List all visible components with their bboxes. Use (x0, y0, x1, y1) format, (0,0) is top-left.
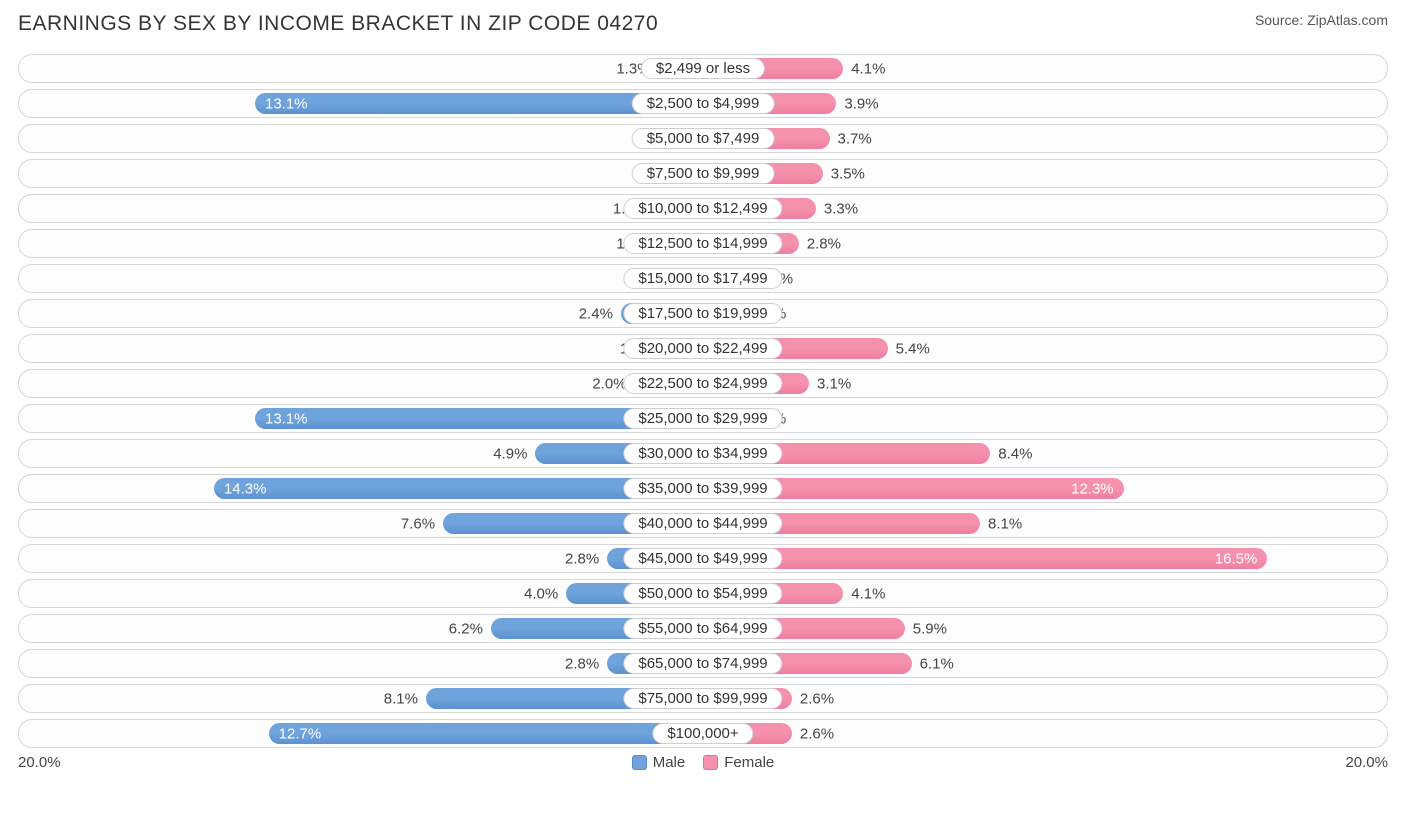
male-swatch-icon (632, 755, 647, 770)
female-pct-label: 16.5% (1215, 550, 1258, 567)
category-label: $5,000 to $7,499 (632, 128, 775, 149)
female-pct-label: 8.1% (988, 515, 1022, 532)
category-label: $75,000 to $99,999 (623, 688, 782, 709)
legend: Male Female (632, 754, 775, 771)
male-pct-label: 6.2% (449, 620, 483, 637)
male-pct-label: 12.7% (279, 725, 322, 742)
category-label: $35,000 to $39,999 (623, 478, 782, 499)
female-pct-label: 2.6% (800, 690, 834, 707)
female-pct-label: 3.7% (838, 130, 872, 147)
chart-row: 2.8% 16.5% $45,000 to $49,999 (18, 544, 1388, 573)
female-swatch-icon (703, 755, 718, 770)
male-pct-label: 2.8% (565, 655, 599, 672)
legend-item-male: Male (632, 754, 686, 771)
female-pct-label: 2.6% (800, 725, 834, 742)
chart-row: 1.4%3.3%$10,000 to $12,499 (18, 194, 1388, 223)
category-label: $20,000 to $22,499 (623, 338, 782, 359)
category-label: $2,500 to $4,999 (632, 93, 775, 114)
female-pct-label: 4.1% (851, 60, 885, 77)
category-label: $40,000 to $44,999 (623, 513, 782, 534)
female-pct-label: 3.1% (817, 375, 851, 392)
category-label: $15,000 to $17,499 (623, 268, 782, 289)
chart-row: 4.0% 4.1% $50,000 to $54,999 (18, 579, 1388, 608)
category-label: $22,500 to $24,999 (623, 373, 782, 394)
male-pct-label: 4.9% (493, 445, 527, 462)
chart-row: 13.1%1.2%$25,000 to $29,999 (18, 404, 1388, 433)
male-pct-label: 2.4% (579, 305, 613, 322)
category-label: $50,000 to $54,999 (623, 583, 782, 604)
legend-label-male: Male (653, 754, 686, 771)
chart-row: 12.7% 2.6% $100,000+ (18, 719, 1388, 748)
chart-row: 14.3% 12.3% $35,000 to $39,999 (18, 474, 1388, 503)
chart-row: 2.8% 6.1% $65,000 to $74,999 (18, 649, 1388, 678)
legend-item-female: Female (703, 754, 774, 771)
chart-row: 0.26%3.7%$5,000 to $7,499 (18, 124, 1388, 153)
male-pct-label: 13.1% (265, 410, 308, 427)
chart-row: 4.9% 8.4% $30,000 to $34,999 (18, 439, 1388, 468)
male-pct-label: 2.8% (565, 550, 599, 567)
chart-row: 0.63%1.4%$15,000 to $17,499 (18, 264, 1388, 293)
category-label: $17,500 to $19,999 (623, 303, 782, 324)
category-label: $55,000 to $64,999 (623, 618, 782, 639)
male-pct-label: 2.0% (592, 375, 626, 392)
axis-max-left: 20.0% (18, 754, 61, 771)
female-bar: 16.5% (703, 548, 1267, 569)
chart-row: 2.4%1.2%$17,500 to $19,999 (18, 299, 1388, 328)
female-pct-label: 5.9% (913, 620, 947, 637)
chart-row: 7.6% 8.1% $40,000 to $44,999 (18, 509, 1388, 538)
category-label: $30,000 to $34,999 (623, 443, 782, 464)
chart-row: 1.3%4.1%$2,499 or less (18, 54, 1388, 83)
chart-row: 1.3%2.8%$12,500 to $14,999 (18, 229, 1388, 258)
female-pct-label: 3.3% (824, 200, 858, 217)
male-pct-label: 14.3% (224, 480, 267, 497)
female-pct-label: 6.1% (920, 655, 954, 672)
male-pct-label: 13.1% (265, 95, 308, 112)
female-pct-label: 5.4% (896, 340, 930, 357)
category-label: $7,500 to $9,999 (632, 163, 775, 184)
female-pct-label: 12.3% (1071, 480, 1114, 497)
category-label: $65,000 to $74,999 (623, 653, 782, 674)
category-label: $10,000 to $12,499 (623, 198, 782, 219)
category-label: $25,000 to $29,999 (623, 408, 782, 429)
category-label: $12,500 to $14,999 (623, 233, 782, 254)
male-pct-label: 7.6% (401, 515, 435, 532)
chart-row: 6.2% 5.9% $55,000 to $64,999 (18, 614, 1388, 643)
chart-row: 1.2%5.4%$20,000 to $22,499 (18, 334, 1388, 363)
chart-row: 13.1% 3.9% $2,500 to $4,999 (18, 89, 1388, 118)
female-pct-label: 3.5% (831, 165, 865, 182)
male-bar: 12.7% (269, 723, 703, 744)
category-label: $45,000 to $49,999 (623, 548, 782, 569)
female-pct-label: 2.8% (807, 235, 841, 252)
chart-row: 0.11%3.5%$7,500 to $9,999 (18, 159, 1388, 188)
source-attribution: Source: ZipAtlas.com (1255, 12, 1388, 28)
male-pct-label: 4.0% (524, 585, 558, 602)
chart-title: EARNINGS BY SEX BY INCOME BRACKET IN ZIP… (18, 12, 658, 36)
male-pct-label: 8.1% (384, 690, 418, 707)
category-label: $100,000+ (652, 723, 753, 744)
female-pct-label: 3.9% (844, 95, 878, 112)
axis-max-right: 20.0% (1345, 754, 1388, 771)
diverging-bar-chart: 1.3%4.1%$2,499 or less13.1%3.9%$2,500 to… (18, 54, 1388, 748)
chart-row: 2.0% 3.1% $22,500 to $24,999 (18, 369, 1388, 398)
chart-row: 8.1% 2.6% $75,000 to $99,999 (18, 684, 1388, 713)
female-pct-label: 8.4% (998, 445, 1032, 462)
female-pct-label: 4.1% (851, 585, 885, 602)
category-label: $2,499 or less (641, 58, 765, 79)
legend-label-female: Female (724, 754, 774, 771)
